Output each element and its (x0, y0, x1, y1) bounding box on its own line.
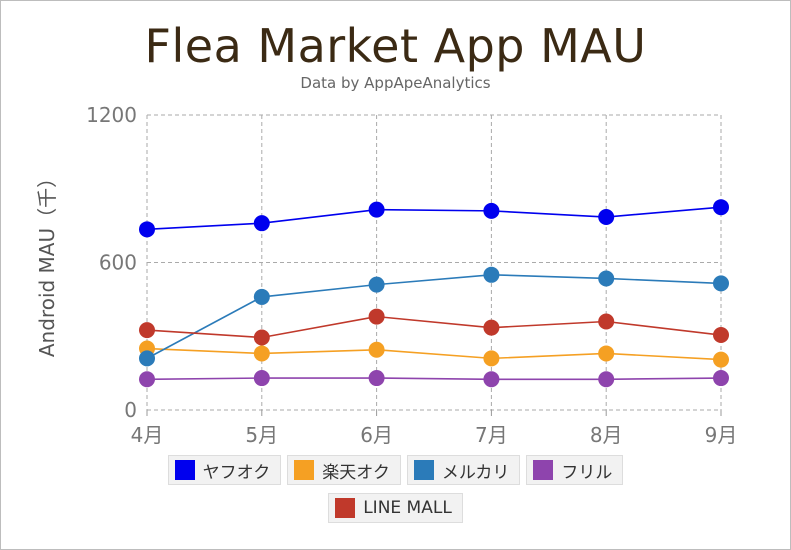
series-line (146, 315, 722, 339)
x-tick-label: 4月 (131, 423, 164, 447)
x-tick-label: 9月 (705, 423, 738, 447)
data-point (598, 313, 615, 330)
data-point (483, 202, 500, 219)
data-point (253, 345, 270, 362)
data-point (598, 209, 615, 226)
data-point (253, 370, 270, 387)
data-point (713, 327, 729, 344)
legend-label: ヤフオク (202, 462, 271, 483)
data-point (713, 199, 729, 216)
legend-swatch (533, 460, 554, 480)
data-point (713, 351, 729, 368)
data-point (368, 201, 385, 218)
data-point (253, 215, 270, 232)
data-point (139, 322, 155, 339)
legend-label: フリル (561, 462, 613, 483)
chart-subtitle: Data by AppApeAnalytics (300, 74, 491, 92)
x-tick-label: 7月 (475, 423, 508, 447)
series-line (146, 206, 722, 231)
legend-swatch (413, 460, 434, 480)
y-tick-label: 1200 (86, 103, 137, 127)
legend: ヤフオク 楽天オク メルカリ フリル LINE MALL (0, 455, 791, 531)
x-tick-label: 6月 (360, 423, 393, 447)
series-line (146, 377, 722, 381)
x-tick-label: 5月 (245, 423, 278, 447)
y-tick-label: 600 (99, 251, 137, 275)
legend-item[interactable]: メルカリ (406, 455, 521, 485)
legend-swatch (335, 498, 356, 518)
legend-swatch (174, 460, 195, 480)
data-point (139, 350, 155, 367)
chart-title: Flea Market App MAU (144, 19, 647, 73)
data-point (598, 270, 615, 287)
legend-swatch (294, 460, 315, 480)
legend-item[interactable]: フリル (526, 455, 624, 485)
data-point (139, 371, 155, 388)
data-point (368, 308, 385, 325)
legend-row: ヤフオク 楽天オク メルカリ フリル (0, 455, 791, 485)
legend-row: LINE MALL (0, 493, 791, 523)
data-point (483, 319, 500, 336)
data-point (253, 288, 270, 305)
series-line (146, 347, 722, 361)
data-point (368, 370, 385, 387)
data-point (483, 266, 500, 283)
data-point (368, 341, 385, 358)
data-point (139, 221, 155, 238)
data-point (253, 329, 270, 346)
data-point (598, 345, 615, 362)
series-line (146, 273, 722, 360)
legend-label: LINE MALL (363, 498, 452, 518)
data-point (713, 275, 729, 292)
legend-item[interactable]: LINE MALL (328, 493, 463, 523)
legend-item[interactable]: 楽天オク (287, 455, 401, 485)
y-axis-label: Android MAU（千） (35, 168, 59, 357)
data-point (368, 276, 385, 293)
data-point (483, 371, 500, 388)
data-point (713, 370, 729, 387)
legend-label: メルカリ (441, 462, 510, 483)
data-point (598, 371, 615, 388)
data-point (483, 350, 500, 367)
legend-item[interactable]: ヤフオク (167, 455, 282, 485)
legend-label: 楽天オク (322, 462, 390, 483)
x-tick-label: 8月 (590, 423, 623, 447)
y-tick-label: 0 (124, 398, 137, 422)
